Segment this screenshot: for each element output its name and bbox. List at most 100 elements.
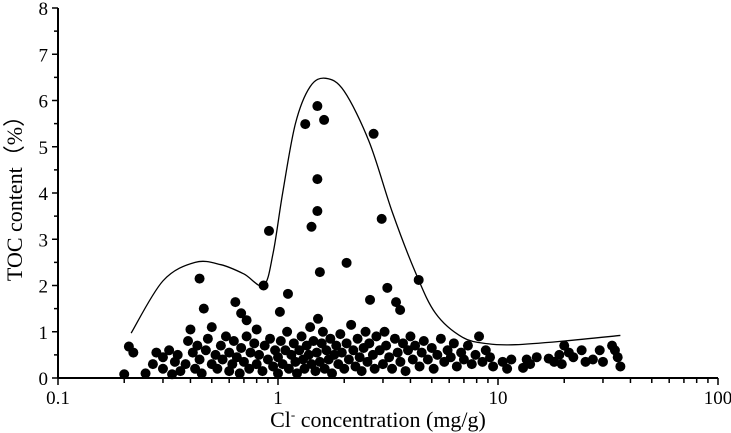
data-point (185, 324, 196, 335)
data-point (341, 257, 352, 268)
data-point (262, 354, 273, 365)
data-point (325, 333, 336, 344)
data-point (291, 368, 302, 379)
data-point (273, 368, 283, 379)
data-point (175, 366, 186, 377)
x-tick-label: 1 (273, 388, 283, 409)
data-point (319, 363, 330, 374)
data-point (217, 354, 228, 365)
axes (52, 7, 719, 385)
data-point (462, 340, 473, 351)
data-point (312, 174, 323, 185)
data-point (395, 356, 406, 367)
data-point (200, 345, 211, 356)
data-point (488, 361, 499, 372)
data-point (556, 359, 567, 370)
data-point (391, 297, 402, 308)
data-point (164, 345, 175, 356)
data-point (194, 354, 205, 365)
data-point (435, 333, 446, 344)
data-point (294, 345, 305, 356)
data-point (167, 369, 178, 380)
data-point (244, 363, 255, 374)
data-point (265, 333, 276, 344)
y-tick-label: 4 (39, 184, 49, 205)
data-point (549, 356, 560, 367)
data-point (236, 342, 247, 353)
data-point (230, 297, 241, 308)
data-point (470, 349, 481, 360)
data-point (369, 363, 380, 374)
data-point (198, 303, 209, 314)
data-point (376, 213, 387, 224)
data-point (194, 273, 205, 284)
data-point (597, 356, 608, 367)
data-point (365, 294, 376, 305)
data-point (220, 331, 231, 342)
data-point (335, 329, 346, 340)
data-point (576, 345, 587, 356)
x-axis-title-sup: - (291, 407, 295, 422)
data-point (282, 288, 293, 299)
data-point (336, 347, 347, 358)
y-tick-label: 2 (39, 277, 49, 298)
data-point (312, 101, 323, 112)
data-point (403, 345, 414, 356)
data-point (305, 322, 316, 333)
data-point (300, 119, 311, 130)
data-point (356, 366, 367, 377)
data-point (477, 356, 488, 367)
data-point (147, 359, 158, 370)
tick-labels: 0 1 2 3 4 5 6 7 8 0.1 1 10 100 (39, 0, 731, 409)
data-point (416, 347, 427, 358)
y-tick-label: 8 (39, 0, 49, 20)
data-point (238, 356, 249, 367)
data-point (458, 354, 469, 365)
data-point (231, 352, 242, 363)
data-point (395, 305, 406, 316)
data-point (290, 356, 301, 367)
data-point (377, 359, 388, 370)
data-point (352, 333, 363, 344)
data-point (128, 347, 139, 358)
data-point (405, 331, 416, 342)
data-point (268, 361, 279, 372)
data-point (568, 352, 579, 363)
data-point (341, 338, 352, 349)
data-point (317, 326, 328, 337)
data-point (451, 361, 462, 372)
data-point (413, 274, 424, 285)
data-point (206, 322, 217, 333)
data-point (445, 352, 456, 363)
y-tick-label: 7 (39, 45, 49, 66)
data-point (319, 114, 330, 125)
data-point (196, 368, 207, 379)
data-point (254, 349, 265, 360)
data-point (245, 347, 256, 358)
data-point (485, 352, 496, 363)
data-point (407, 354, 418, 365)
data-point (339, 363, 350, 374)
data-point (343, 354, 354, 365)
x-tick-label: 100 (704, 388, 731, 409)
data-point (312, 206, 323, 217)
data-points (119, 101, 626, 380)
data-point (258, 280, 269, 291)
data-point (364, 338, 375, 349)
data-point (140, 368, 151, 379)
data-point (192, 340, 203, 351)
data-point (474, 331, 485, 342)
data-point (296, 331, 307, 342)
data-point (234, 368, 245, 379)
data-point (410, 340, 421, 351)
x-tick-label: 10 (489, 388, 508, 409)
data-point (157, 363, 168, 374)
data-point (251, 359, 262, 370)
data-point (392, 347, 403, 358)
data-point (612, 352, 623, 363)
data-point (314, 267, 325, 278)
data-point (368, 128, 379, 139)
data-point (400, 366, 411, 377)
data-point (321, 345, 332, 356)
data-point (426, 342, 437, 353)
